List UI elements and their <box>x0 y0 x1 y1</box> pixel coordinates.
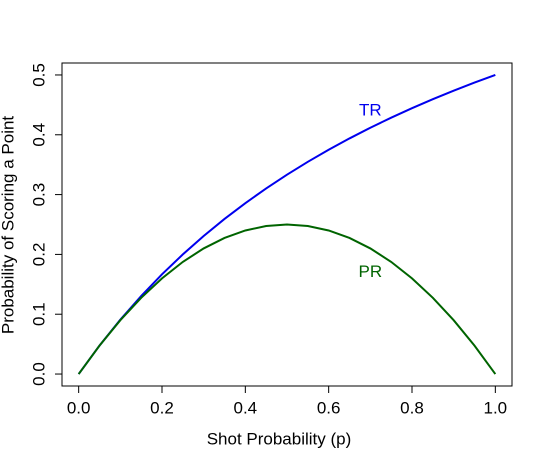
x-tick-label: 0.8 <box>400 398 424 417</box>
y-tick-label: 0.3 <box>29 183 48 207</box>
x-tick-label: 0.6 <box>317 398 341 417</box>
x-tick-label: 0.4 <box>234 398 258 417</box>
y-axis-label: Probability of Scoring a Point <box>0 116 17 335</box>
x-axis-label: Shot Probability (p) <box>207 429 352 448</box>
annotation: TR <box>359 100 382 119</box>
y-tick-label: 0.1 <box>29 302 48 326</box>
x-tick-label: 0.2 <box>150 398 174 417</box>
y-tick-label: 0.2 <box>29 243 48 267</box>
x-tick-label: 0.0 <box>67 398 91 417</box>
x-tick-label: 1.0 <box>484 398 508 417</box>
y-tick-label: 0.0 <box>29 362 48 386</box>
y-tick-label: 0.4 <box>29 123 48 147</box>
line-series <box>77 74 496 375</box>
y-tick-label: 0.5 <box>29 63 48 87</box>
line-series <box>77 223 497 375</box>
annotation: PR <box>359 262 383 281</box>
